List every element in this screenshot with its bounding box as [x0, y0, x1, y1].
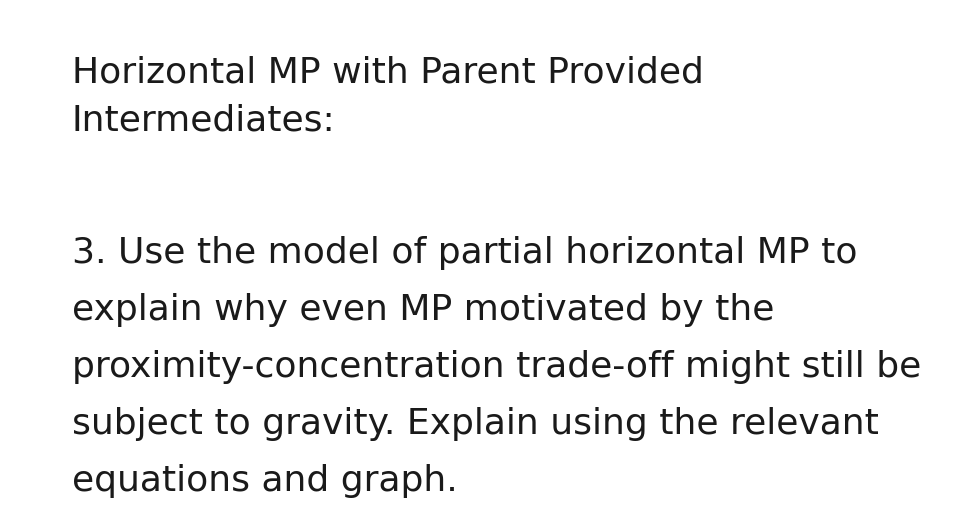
Text: 3. Use the model of partial horizontal MP to
explain why even MP motivated by th: 3. Use the model of partial horizontal M… — [72, 236, 922, 498]
Text: Horizontal MP with Parent Provided
Intermediates:: Horizontal MP with Parent Provided Inter… — [72, 56, 704, 137]
